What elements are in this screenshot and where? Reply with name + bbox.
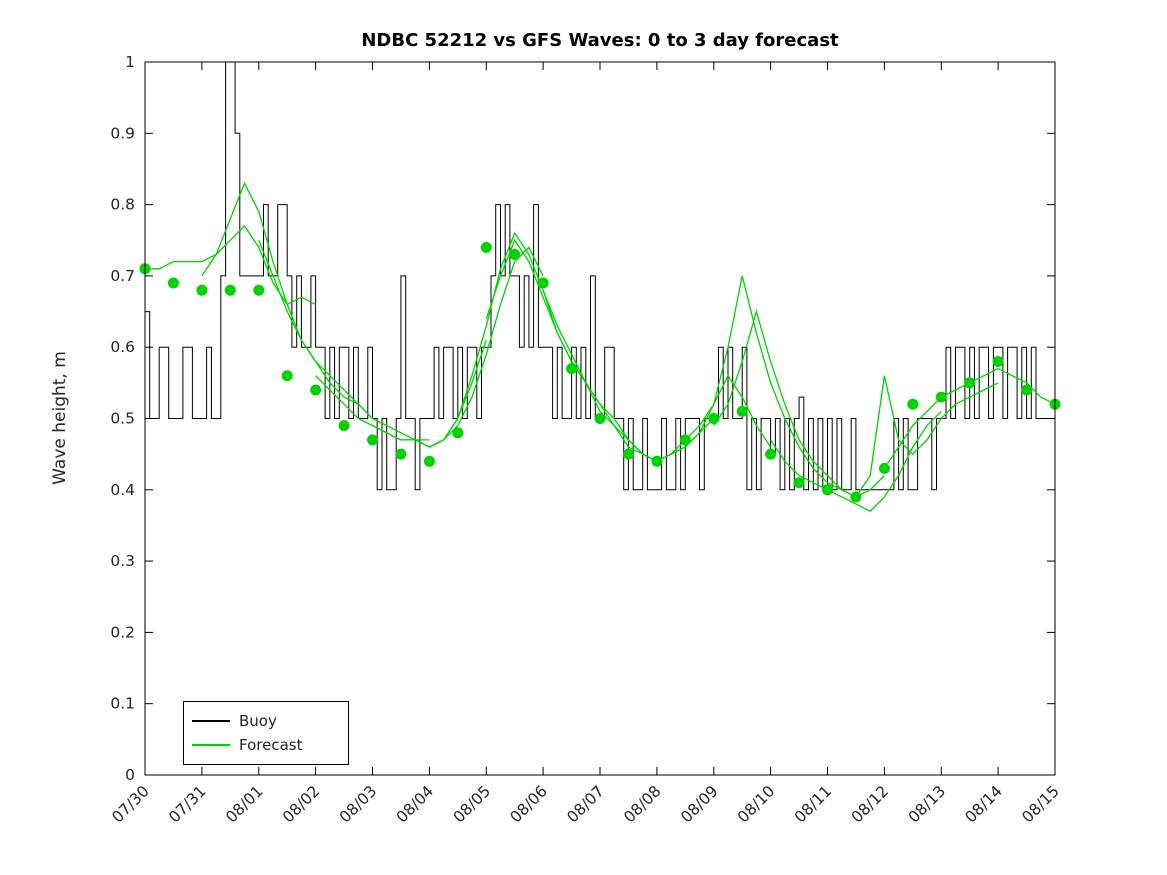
legend: Buoy Forecast [183,701,349,765]
svg-text:08/05: 08/05 [450,782,494,826]
svg-text:1: 1 [125,53,135,71]
legend-label-forecast: Forecast [239,736,303,754]
svg-text:08/08: 08/08 [620,782,664,826]
svg-text:08/02: 08/02 [279,782,323,826]
svg-text:08/14: 08/14 [962,782,1006,826]
legend-label-buoy: Buoy [239,712,277,730]
legend-item-forecast: Forecast [192,733,338,757]
svg-text:08/01: 08/01 [222,782,266,826]
svg-text:08/13: 08/13 [905,782,949,826]
svg-text:08/10: 08/10 [734,782,778,826]
svg-text:0.3: 0.3 [110,552,135,570]
svg-text:08/11: 08/11 [791,782,835,826]
svg-text:07/31: 07/31 [165,782,209,826]
svg-text:07/30: 07/30 [109,782,153,826]
buoy-line-sample [192,720,230,722]
svg-text:08/06: 08/06 [507,782,551,826]
svg-text:08/09: 08/09 [677,782,721,826]
svg-text:08/12: 08/12 [848,782,892,826]
legend-item-buoy: Buoy [192,709,338,733]
svg-text:0.6: 0.6 [110,338,135,356]
svg-text:08/04: 08/04 [393,782,437,826]
svg-text:0.8: 0.8 [110,196,135,214]
svg-text:0.4: 0.4 [110,481,135,499]
svg-text:08/03: 08/03 [336,782,380,826]
svg-text:08/15: 08/15 [1019,782,1063,826]
svg-text:0.9: 0.9 [110,124,135,142]
svg-text:0.1: 0.1 [110,695,135,713]
svg-text:0.2: 0.2 [110,623,135,641]
chart-title: NDBC 52212 vs GFS Waves: 0 to 3 day fore… [361,30,839,51]
svg-text:0: 0 [125,766,135,784]
svg-text:08/07: 08/07 [564,782,608,826]
svg-text:0.7: 0.7 [110,267,135,285]
forecast-line-sample [192,744,230,746]
svg-text:0.5: 0.5 [110,410,135,428]
